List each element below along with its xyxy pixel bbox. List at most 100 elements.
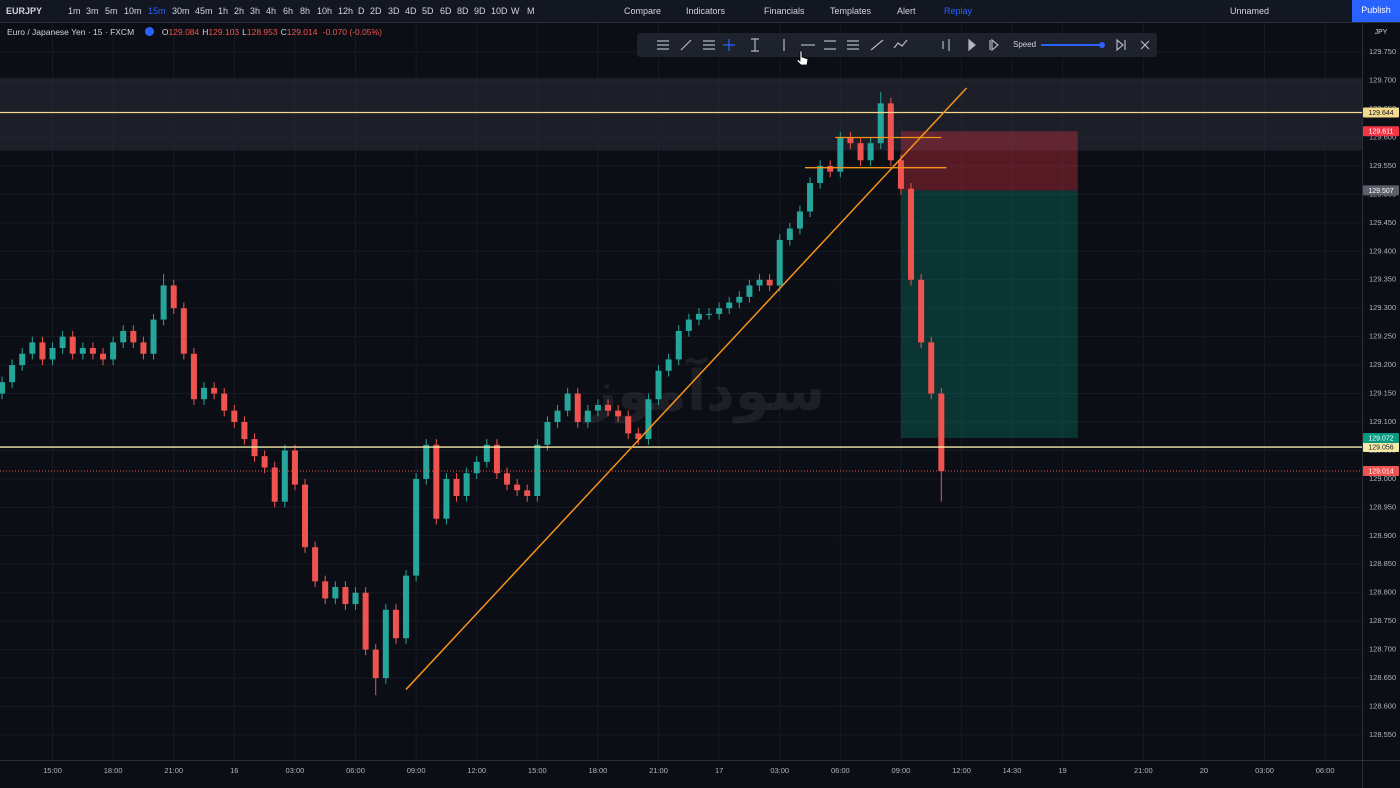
candle-body [776,239,783,286]
x-tick-label: 03:00 [1255,766,1274,775]
price-badge [1363,126,1399,137]
candle-body [443,478,450,519]
currency-label: JPY [1375,29,1388,36]
interval-button[interactable]: 45m [195,6,213,16]
candle-body [796,211,803,229]
candle-body [59,336,66,349]
interval-button[interactable]: 2D [370,6,382,16]
toolbar-button[interactable]: Alert [897,6,916,16]
live-dot [144,27,154,36]
interval-button[interactable]: 30m [172,6,190,16]
ohlc-value: 129.103 [208,27,240,37]
interval-button[interactable]: 9D [474,6,486,16]
candle-body [322,581,329,599]
candle-body [251,439,258,457]
toolbar-button[interactable]: Compare [624,6,662,16]
interval-button[interactable]: 4h [266,6,277,16]
interval-button[interactable]: 3h [250,6,261,16]
ohlc-value: 129.084 [168,27,200,37]
interval-button[interactable]: 3D [388,6,400,16]
y-tick-label: 129.550 [1369,161,1396,170]
candle-body [89,348,96,354]
candle-body [423,444,430,479]
ohlc-value: 129.014 [286,27,318,37]
candle-body [372,649,379,679]
candle-body [736,296,743,303]
symbol[interactable]: EURJPY [6,6,43,16]
toolbar-button[interactable]: Templates [830,6,872,16]
watermark: سودآموز [582,356,825,424]
candle-body [342,587,349,605]
interval-button[interactable]: 12h [338,6,354,16]
interval-button[interactable]: 2h [234,6,245,16]
interval-button[interactable]: 8D [457,6,469,16]
speed-label: Speed [1013,40,1036,49]
price-badge [1363,465,1399,476]
interval-button[interactable]: 15m [148,6,166,16]
x-tick-label: 18:00 [104,766,123,775]
candle-body [312,547,319,582]
candle-body [534,444,541,496]
y-tick-label: 129.100 [1369,417,1396,426]
candle-body [160,285,167,320]
candle-body [69,336,76,354]
x-tick-label: 15:00 [43,766,62,775]
candle-body [221,393,228,411]
interval-button[interactable]: 5D [422,6,434,16]
y-tick-label: 129.000 [1369,474,1396,483]
candle-body [433,444,440,519]
y-tick-label: 128.950 [1369,502,1396,511]
candle-body [29,342,36,354]
interval-button[interactable]: M [527,6,535,16]
interval-button[interactable]: D [358,6,365,16]
candle-body [918,279,925,343]
interval-button[interactable]: 4D [405,6,417,16]
interval-button[interactable]: W [511,6,520,16]
candle-body [504,473,511,485]
candle-body [0,382,6,394]
y-tick-label: 128.700 [1369,645,1396,654]
interval-button[interactable]: 10m [124,6,142,16]
candle-body [473,461,480,474]
ohlc-label: L [242,27,247,37]
interval-button[interactable]: 5m [105,6,118,16]
speed-handle[interactable] [1099,42,1105,48]
interval-button[interactable]: 6D [440,6,452,16]
y-tick-label: 129.300 [1369,303,1396,312]
candle-body [382,609,389,679]
zone [0,77,1362,151]
y-tick-label: 129.400 [1369,246,1396,255]
candle-body [615,410,622,417]
toolbar-button[interactable]: Financials [764,6,805,16]
interval-button[interactable]: 1h [218,6,229,16]
candle-body [554,410,561,423]
interval-button[interactable]: 10D [491,6,508,16]
candle-body [655,370,662,400]
y-tick-label: 128.850 [1369,559,1396,568]
y-tick-label: 129.650 [1369,104,1396,113]
interval-button[interactable]: 6h [283,6,294,16]
legend-source: FXCM [110,27,135,37]
toolbar-button[interactable]: Replay [944,6,973,16]
interval-button[interactable]: 10h [317,6,333,16]
candle-body [695,313,702,320]
x-tick-label: 21:00 [649,766,668,775]
x-tick-label: 18:00 [589,766,608,775]
candle-body [928,342,935,394]
interval-button[interactable]: 1m [68,6,81,16]
interval-button[interactable]: 8h [300,6,311,16]
publish-button[interactable]: Publish [1352,0,1400,22]
candle-body [130,330,137,343]
x-tick-label: 15:00 [528,766,547,775]
toolbar-button[interactable]: Indicators [686,6,726,16]
layout-name[interactable]: Unnamed [1230,6,1270,16]
candle-body [645,399,652,440]
y-tick-label: 128.600 [1369,701,1396,710]
ohlc-label: C [280,27,287,37]
interval-button[interactable]: 3m [86,6,99,16]
candle-body [766,279,773,286]
candle-body [49,348,56,360]
candle-body [211,387,218,394]
candle-body [463,473,470,496]
